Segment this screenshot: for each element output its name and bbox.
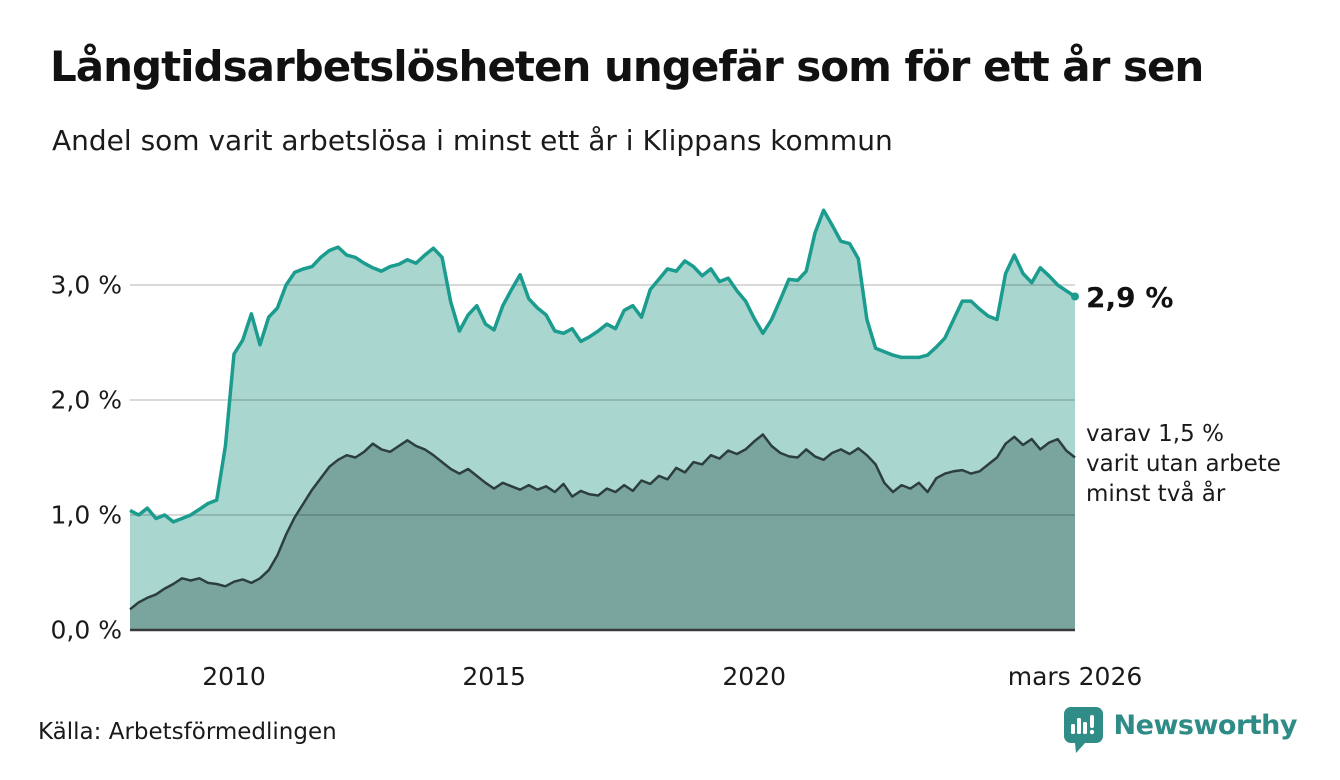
y-axis-tick-label: 1,0 % <box>50 500 122 530</box>
two-year-annotation-label: varav 1,5 % varit utan arbete minst två … <box>1086 421 1281 507</box>
page-title: Långtidsarbetslösheten ungefär som för e… <box>50 42 1204 91</box>
y-axis-tick-label: 0,0 % <box>50 615 122 645</box>
x-axis-tick-label: 2020 <box>722 662 787 691</box>
newsworthy-logo-icon <box>1063 707 1103 753</box>
newsworthy-brand: Newsworthy <box>1063 706 1298 754</box>
x-axis-tick-label: mars 2026 <box>1007 662 1143 691</box>
source-note: Källa: Arbetsförmedlingen <box>38 719 337 745</box>
total-end-value-label: 2,9 % <box>1086 281 1174 314</box>
y-axis-tick-label: 3,0 % <box>50 270 122 300</box>
y-axis-tick-label: 2,0 % <box>50 385 122 415</box>
brand-name: Newsworthy <box>1113 710 1298 741</box>
page-subtitle: Andel som varit arbetslösa i minst ett å… <box>52 124 893 157</box>
x-axis-tick-label: 2015 <box>462 662 526 691</box>
x-axis-tick-label: 2010 <box>202 662 266 691</box>
